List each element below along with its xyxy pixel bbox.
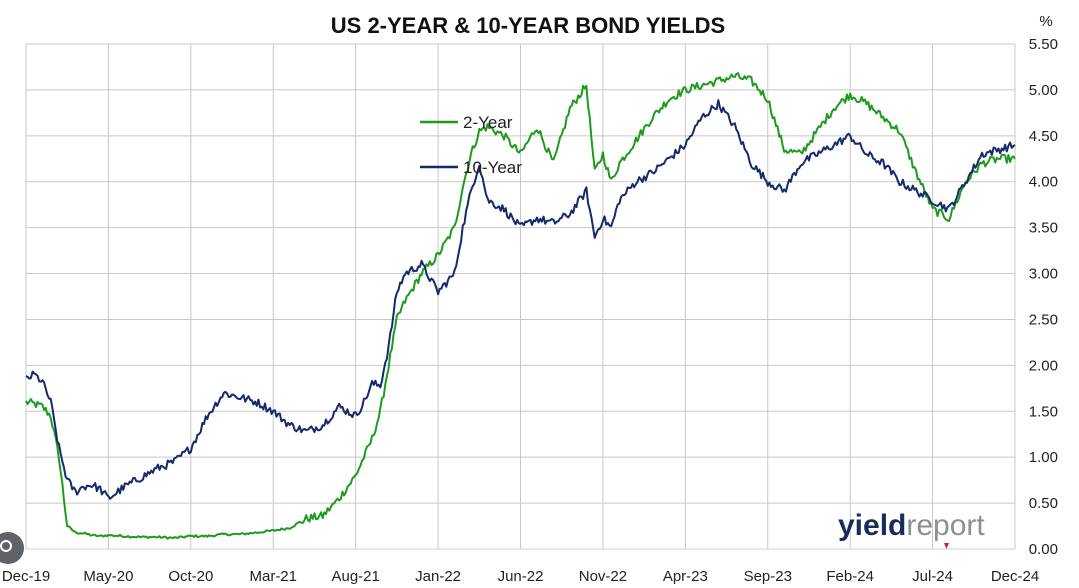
x-tick-label: Dec-24	[991, 568, 1039, 585]
yieldreport-watermark: yieldreport	[838, 509, 985, 549]
x-tick-label: Aug-21	[331, 568, 379, 585]
y-axis-unit-label: %	[1039, 13, 1052, 30]
legend: 2-Year 10-Year	[420, 113, 522, 177]
y-tick-label: 4.00	[1029, 174, 1058, 191]
y-tick-label: 0.00	[1029, 541, 1058, 558]
y-tick-label: 2.50	[1029, 311, 1058, 328]
x-tick-label: Feb-24	[826, 568, 874, 585]
google-lens-icon[interactable]	[0, 532, 24, 564]
y-tick-label: 3.50	[1029, 220, 1058, 237]
x-tick-label: Jan-22	[415, 568, 461, 585]
x-tick-label: May-20	[83, 568, 133, 585]
x-axis-tick-labels: Dec-19 May-20 Oct-20 Mar-21 Aug-21 Jan-22 Jun-…	[2, 568, 1039, 585]
lens-icon-glass	[0, 540, 12, 552]
series-line-2-year	[25, 72, 1016, 540]
x-tick-label: Jul-24	[912, 568, 953, 585]
y-tick-label: 1.00	[1029, 449, 1058, 466]
x-tick-label: Oct-20	[168, 568, 213, 585]
x-tick-label: Nov-22	[579, 568, 627, 585]
y-tick-label: 4.50	[1029, 128, 1058, 145]
x-tick-label: Mar-21	[249, 568, 297, 585]
y-tick-label: 0.50	[1029, 495, 1058, 512]
series-line-10-year	[25, 99, 1016, 500]
legend-label-2-year: 2-Year	[463, 113, 513, 132]
x-tick-label: Sep-23	[744, 568, 792, 585]
x-tick-label: Jun-22	[498, 568, 544, 585]
watermark-text: yieldreport	[838, 509, 985, 542]
y-tick-label: 1.50	[1029, 403, 1058, 420]
y-tick-label: 3.00	[1029, 266, 1058, 283]
y-axis-tick-labels: 0.00 0.50 1.00 1.50 2.00 2.50 3.00 3.50 4.00 4.50…	[1029, 36, 1058, 558]
x-tick-label: Apr-23	[663, 568, 708, 585]
watermark-pointer-icon	[944, 543, 949, 549]
y-tick-label: 5.50	[1029, 36, 1058, 53]
x-tick-label: Dec-19	[2, 568, 50, 585]
series-lines	[25, 72, 1016, 540]
chart-title: US 2-YEAR & 10-YEAR BOND YIELDS	[331, 13, 725, 38]
y-tick-label: 5.00	[1029, 82, 1058, 99]
legend-label-10-year: 10-Year	[463, 158, 522, 177]
y-tick-label: 2.00	[1029, 357, 1058, 374]
